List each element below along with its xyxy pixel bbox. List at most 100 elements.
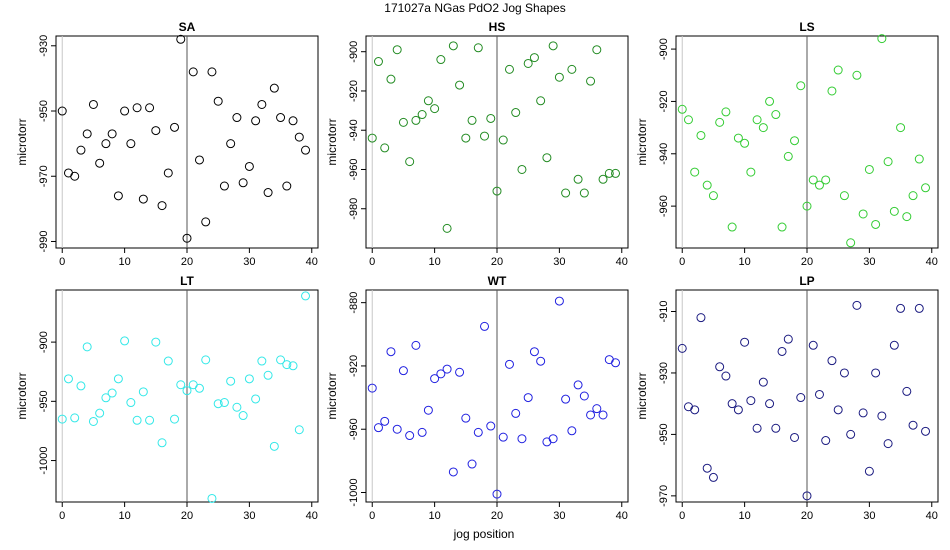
- data-point: [269, 441, 279, 451]
- data-point: [821, 175, 831, 185]
- x-axis-label: jog position: [453, 527, 515, 541]
- data-point: [852, 70, 862, 80]
- data-point: [392, 45, 402, 55]
- data-point: [677, 104, 687, 114]
- x-tick-label: 30: [863, 510, 875, 522]
- data-point: [864, 466, 874, 476]
- data-point: [386, 74, 396, 84]
- data-point: [715, 362, 725, 372]
- data-point: [95, 408, 105, 418]
- data-point: [846, 429, 856, 439]
- y-tick-label: -880: [348, 292, 360, 314]
- data-point: [802, 201, 812, 211]
- data-point: [877, 34, 887, 44]
- x-tick-label: 30: [863, 256, 875, 268]
- y-tick-label: -910: [658, 300, 670, 322]
- data-point: [480, 321, 490, 331]
- panel-title: LS: [799, 20, 814, 34]
- y-axis-label: microtorr: [15, 372, 29, 419]
- data-point: [504, 64, 514, 74]
- panel-wt: WT microtorr 0 10 20 30 40 -880 -920 -960 -1000: [325, 274, 629, 522]
- y-tick-label: -970: [38, 165, 50, 187]
- data-point: [70, 413, 80, 423]
- data-point: [113, 191, 123, 201]
- data-point: [896, 123, 906, 133]
- panel-lt: LT microtorr 0 10 20 30 40 -900 -950 -1000: [15, 274, 319, 522]
- data-point: [908, 420, 918, 430]
- data-point: [238, 178, 248, 188]
- data-point: [176, 380, 186, 390]
- y-tick-label: -950: [38, 390, 50, 412]
- panel-ls: LS microtorr 0 10 20 30 40 -900 -920 -940 -960: [635, 20, 939, 268]
- data-point: [498, 432, 508, 442]
- data-point: [423, 405, 433, 415]
- y-tick-label: -960: [348, 418, 360, 440]
- data-point: [182, 386, 192, 396]
- y-tick-label: -1000: [348, 478, 360, 506]
- data-point: [392, 424, 402, 434]
- x-tick-label: 20: [181, 256, 193, 268]
- data-point: [579, 188, 589, 198]
- data-point: [598, 174, 608, 184]
- data-point: [276, 355, 286, 365]
- data-point: [598, 410, 608, 420]
- data-point: [833, 65, 843, 75]
- data-point: [821, 436, 831, 446]
- data-point: [398, 117, 408, 127]
- data-point: [170, 122, 180, 132]
- data-point: [244, 374, 254, 384]
- data-point: [251, 116, 261, 126]
- data-point: [107, 129, 117, 139]
- data-point: [182, 233, 192, 243]
- panel-sa: SA microtorr 0 10 20 30 40 -930 -950 -970 -990: [15, 20, 319, 268]
- data-point: [163, 356, 173, 366]
- data-point: [138, 387, 148, 397]
- data-point: [871, 219, 881, 229]
- data-point: [442, 364, 452, 374]
- data-point: [504, 359, 514, 369]
- data-point: [517, 434, 527, 444]
- data-point: [145, 103, 155, 113]
- x-tick-label: 40: [616, 256, 628, 268]
- data-point: [294, 425, 304, 435]
- x-tick-label: 10: [738, 256, 750, 268]
- data-point: [380, 416, 390, 426]
- data-point: [386, 347, 396, 357]
- data-point: [455, 367, 465, 377]
- data-point: [592, 45, 602, 55]
- data-point: [276, 113, 286, 123]
- x-tick-label: 40: [306, 510, 318, 522]
- y-tick-label: -920: [348, 355, 360, 377]
- data-point: [814, 180, 824, 190]
- data-point: [721, 371, 731, 381]
- data-point: [740, 337, 750, 347]
- data-point: [902, 386, 912, 396]
- data-point: [132, 415, 142, 425]
- y-tick-label: -920: [658, 90, 670, 112]
- x-tick-label: 20: [491, 256, 503, 268]
- y-axis-label: microtorr: [15, 118, 29, 165]
- data-point: [473, 43, 483, 53]
- data-point: [921, 183, 931, 193]
- data-point: [683, 402, 693, 412]
- data-point: [683, 115, 693, 125]
- data-point: [373, 57, 383, 67]
- panel-title: SA: [179, 20, 196, 34]
- data-point: [170, 414, 180, 424]
- panels: SA microtorr 0 10 20 30 40 -930 -950 -970 -990 HS mi…: [15, 20, 939, 522]
- data-point: [486, 113, 496, 123]
- data-point: [63, 168, 73, 178]
- data-point: [511, 108, 521, 118]
- y-axis-label: microtorr: [325, 118, 339, 165]
- x-tick-label: 30: [553, 256, 565, 268]
- data-point: [126, 139, 136, 149]
- data-point: [752, 115, 762, 125]
- data-point: [213, 96, 223, 106]
- data-point: [852, 300, 862, 310]
- x-tick-label: 10: [738, 510, 750, 522]
- data-point: [430, 104, 440, 114]
- data-point: [808, 175, 818, 185]
- data-point: [746, 167, 756, 177]
- data-point: [858, 209, 868, 219]
- data-point: [301, 145, 311, 155]
